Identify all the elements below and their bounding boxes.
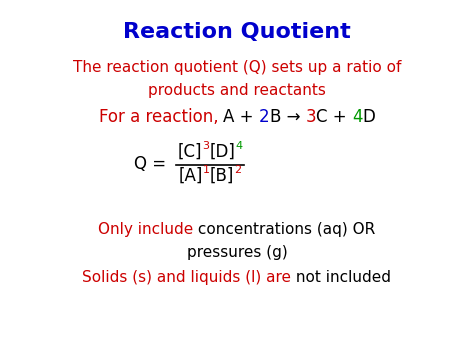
Text: Solids (s) and liquids (l) are: Solids (s) and liquids (l) are — [82, 270, 292, 285]
Text: 3: 3 — [202, 141, 209, 151]
Text: Reaction Quotient: Reaction Quotient — [123, 22, 351, 42]
Text: 4: 4 — [235, 141, 242, 151]
Text: 3: 3 — [306, 108, 316, 126]
Text: 2: 2 — [259, 108, 270, 126]
Text: [D]: [D] — [209, 143, 235, 161]
Text: 4: 4 — [352, 108, 363, 126]
Text: Only include: Only include — [98, 222, 193, 237]
Text: concentrations (aq) OR: concentrations (aq) OR — [193, 222, 376, 237]
Text: Q =: Q = — [134, 155, 172, 173]
Text: A +: A + — [223, 108, 259, 126]
Text: B →: B → — [270, 108, 306, 126]
Text: [C]: [C] — [178, 143, 202, 161]
Text: 1: 1 — [203, 165, 210, 175]
Text: D: D — [363, 108, 375, 126]
Text: 2: 2 — [234, 165, 241, 175]
Text: [B]: [B] — [210, 167, 234, 185]
Text: products and reactants: products and reactants — [148, 83, 326, 98]
Text: The reaction quotient (Q) sets up a ratio of: The reaction quotient (Q) sets up a rati… — [73, 60, 401, 75]
Text: C +: C + — [316, 108, 352, 126]
Text: not included: not included — [292, 270, 392, 285]
Text: [A]: [A] — [179, 167, 203, 185]
Text: For a reaction,: For a reaction, — [99, 108, 223, 126]
Text: pressures (g): pressures (g) — [187, 245, 287, 260]
